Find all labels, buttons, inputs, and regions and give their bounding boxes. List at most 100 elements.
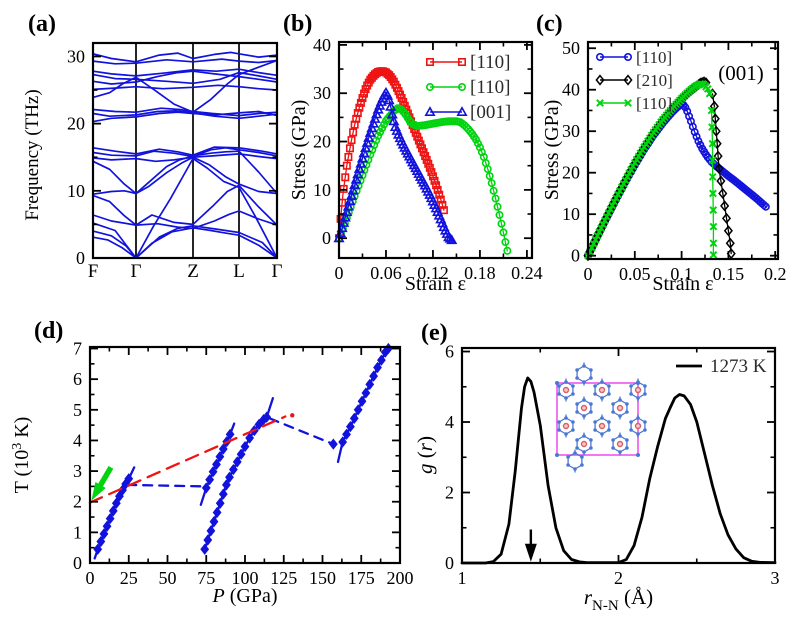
- triangle-marker: [342, 200, 354, 211]
- n-atom: [582, 364, 586, 368]
- triangle-marker: [385, 100, 397, 111]
- x-tick-label: 150: [309, 568, 336, 588]
- triangle-marker: [338, 217, 350, 227]
- x-axis-label: P (GPa): [212, 585, 278, 607]
- y-tick-label: 10: [67, 181, 85, 201]
- triangle-marker: [345, 190, 358, 200]
- corner-atom: [555, 381, 559, 385]
- n-atom: [593, 428, 597, 432]
- diamond-marker: [245, 432, 255, 444]
- triangle-marker: [358, 147, 370, 158]
- y-tick-label: 4: [73, 430, 82, 450]
- arrow-annotation: [524, 529, 537, 562]
- panel-b-stress-strain: 0 0.06 0.12 0.18 0.24 0 10 20 30 40 [110] [110] [001…: [283, 11, 543, 295]
- n-atom: [589, 410, 593, 414]
- x-tick-label: 2: [614, 568, 623, 588]
- diamond-marker: [222, 479, 231, 491]
- triangle-marker: [344, 195, 356, 206]
- triangle-marker: [367, 117, 380, 128]
- diamond_open-marker: [623, 74, 633, 86]
- triangle-marker: [341, 206, 353, 217]
- x-tick-label: 50: [159, 568, 177, 588]
- triangle-marker: [360, 142, 372, 153]
- n-atom: [629, 392, 633, 396]
- n-atom: [611, 446, 615, 450]
- diamond-marker: [353, 404, 363, 416]
- diamond-marker: [225, 428, 235, 440]
- diamond_open-marker: [718, 187, 728, 200]
- n-atom: [564, 432, 568, 436]
- y-axis-label: g (r): [413, 436, 437, 474]
- triangle-marker: [424, 106, 436, 116]
- plot-frame: [91, 41, 279, 260]
- n-atom: [580, 455, 584, 459]
- square-marker: [457, 57, 466, 66]
- n-atom: [575, 410, 579, 414]
- n-atom: [557, 420, 561, 424]
- annotation-001: (001): [718, 61, 764, 85]
- square-marker: [355, 103, 364, 112]
- x-tick-label: 200: [387, 568, 414, 588]
- y-tick-label: 0: [322, 228, 331, 248]
- x-tick-label: 0: [335, 263, 344, 283]
- k-point-label: Γ: [272, 261, 283, 282]
- dot-marker: [290, 413, 295, 418]
- panel-e-rdf: 1 2 3 0 2 4 6 1273 K rN-N (Å) g (r) (e): [413, 320, 780, 614]
- diamond-marker: [108, 505, 118, 517]
- y-tick-label: 0: [445, 553, 454, 573]
- triangle-marker: [371, 108, 383, 119]
- diamond-marker: [115, 490, 124, 502]
- diamond_open-marker: [723, 225, 733, 237]
- diamond_open-marker: [725, 237, 735, 249]
- diamond-marker: [205, 474, 215, 486]
- triangle-marker: [353, 163, 365, 173]
- x-tick-label: 0.15: [713, 264, 745, 284]
- diamond-marker: [99, 528, 109, 540]
- n-atom: [636, 416, 640, 420]
- x-tick-label: 125: [270, 568, 297, 588]
- x-tick-label: 0: [86, 568, 95, 588]
- triangle-marker: [369, 113, 381, 123]
- series-post-peak-dashed: [268, 417, 335, 446]
- series-melting-line-red-dashed: [88, 415, 287, 504]
- circle-marker: [493, 202, 502, 211]
- y-axis-label: Stress (GPa): [541, 100, 563, 201]
- circle-marker: [690, 128, 699, 137]
- y-tick-label: 10: [562, 204, 580, 224]
- diamond_open-marker: [710, 113, 720, 125]
- legend: 1273 K: [676, 356, 767, 377]
- n-atom: [629, 384, 633, 388]
- diamond_open-marker: [709, 100, 719, 112]
- legend: [110] [210] [110]: [595, 48, 673, 113]
- n-atom: [573, 467, 577, 471]
- square-marker: [347, 136, 356, 145]
- series-shear-110g-green-rise: [584, 79, 714, 260]
- center-atom: [580, 404, 588, 412]
- diamond-marker: [215, 451, 225, 463]
- series-tension-001-blue: [333, 86, 458, 245]
- circle-marker: [761, 202, 770, 211]
- diamond-marker: [201, 482, 211, 494]
- diamond-marker: [225, 471, 234, 483]
- center-atom: [598, 386, 606, 394]
- square-marker: [360, 89, 369, 98]
- series-high-pressure-boundary: [336, 342, 393, 464]
- square-marker: [438, 200, 447, 209]
- n-atom: [564, 416, 568, 420]
- n-atom: [566, 463, 570, 467]
- diamond_open-marker: [721, 212, 732, 224]
- axis-ticks: 1 2 3 0 2 4 6: [445, 342, 780, 588]
- circle-marker: [489, 186, 498, 195]
- series-flat-boundary-dashed: [126, 483, 206, 488]
- x-tick-label: 0.2: [764, 264, 787, 284]
- triangle-marker: [446, 234, 458, 245]
- diamond-marker: [93, 543, 103, 555]
- diamond-marker: [200, 543, 210, 555]
- x-tick-label: 25: [120, 568, 138, 588]
- circle-marker: [462, 123, 471, 132]
- legend-label: [001]: [470, 102, 511, 123]
- y-tick-label: 30: [67, 46, 85, 66]
- diamond-marker: [346, 421, 355, 433]
